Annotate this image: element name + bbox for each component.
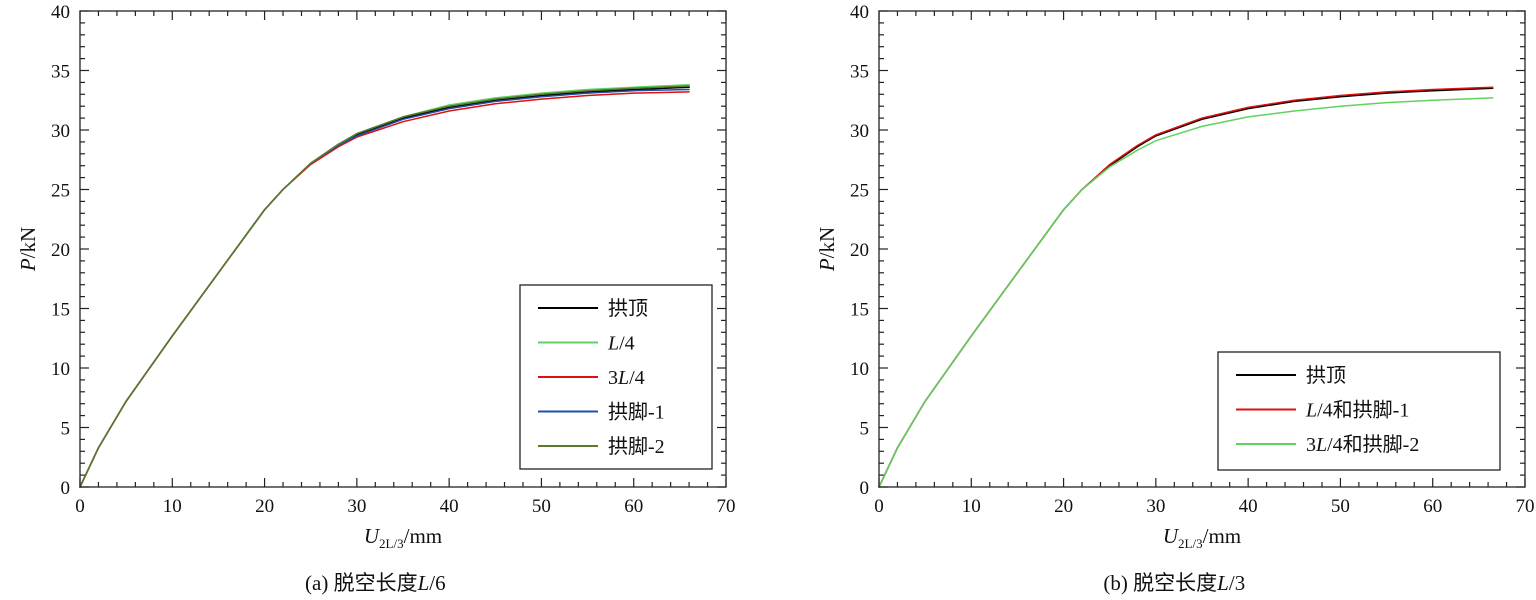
x-tick-label: 50 <box>532 496 551 517</box>
x-tick-label: 20 <box>1054 496 1073 517</box>
legend-label: 拱顶 <box>608 297 648 320</box>
x-tick-label: 10 <box>962 496 981 517</box>
x-tick-label: 60 <box>1423 496 1442 517</box>
y-tick-label: 25 <box>51 181 70 202</box>
y-axis-label: P/kN <box>815 227 839 272</box>
x-tick-label: 40 <box>1239 496 1258 517</box>
chart-panel-a: 0 10 20 30 40 50 60 70 0 5 10 15 20 25 30 35 40 U2L/3/mm P… <box>16 2 736 595</box>
legend-label: 3L/4 <box>608 367 645 389</box>
y-tick-label: 25 <box>850 181 869 202</box>
y-tick-label: 0 <box>860 478 870 499</box>
legend-label: L/4 <box>607 333 635 355</box>
y-tick-label: 5 <box>860 419 870 440</box>
y-tick-label: 10 <box>51 359 70 380</box>
y-tick-label: 0 <box>61 478 71 499</box>
legend-label: L/4和拱脚-1 <box>1305 399 1409 422</box>
plot-frame <box>878 10 1526 488</box>
plot-frame <box>79 10 727 488</box>
chart-panel-b: 0 10 20 30 40 50 60 70 0 5 10 15 20 25 30 35 40 U2L/3/mm P… <box>815 2 1535 595</box>
x-tick-label: 60 <box>624 496 643 517</box>
legend-label: 拱脚-2 <box>608 435 665 458</box>
x-axis-label: U2L/3/mm <box>364 524 442 551</box>
panel-caption: (b) 脱空长度L/3 <box>1103 571 1245 595</box>
x-tick-label: 40 <box>440 496 459 517</box>
panel-caption: (a) 脱空长度L/6 <box>305 571 446 595</box>
y-tick-label: 30 <box>850 121 869 142</box>
y-tick-label: 30 <box>51 121 70 142</box>
legend: 拱顶 L/4和拱脚-1 3L/4和拱脚-2 <box>1217 351 1501 471</box>
legend-label: 拱脚-1 <box>608 401 665 424</box>
series-line <box>878 97 1494 488</box>
legend-label: 3L/4和拱脚-2 <box>1306 433 1419 456</box>
y-tick-label: 35 <box>850 62 869 83</box>
x-tick-label: 30 <box>1146 496 1165 517</box>
y-tick-label: 35 <box>51 62 70 83</box>
x-tick-label: 70 <box>717 496 736 517</box>
series-line <box>79 85 690 488</box>
y-tick-label: 10 <box>850 359 869 380</box>
x-tick-label: 20 <box>255 496 274 517</box>
y-tick-label: 40 <box>51 2 70 23</box>
y-tick-label: 15 <box>51 300 70 321</box>
legend: 拱顶 L/4 3L/4 拱脚-1 拱脚-2 <box>519 284 713 470</box>
x-tick-label: 30 <box>347 496 366 517</box>
y-tick-label: 40 <box>850 2 869 23</box>
y-tick-label: 20 <box>51 240 70 261</box>
legend-label: 拱顶 <box>1306 364 1346 387</box>
x-tick-label: 0 <box>874 496 884 517</box>
x-tick-label: 70 <box>1516 496 1535 517</box>
y-tick-label: 20 <box>850 240 869 261</box>
x-tick-label: 10 <box>163 496 182 517</box>
y-axis-label: P/kN <box>16 227 40 272</box>
legend-box <box>1217 351 1501 471</box>
y-tick-label: 5 <box>61 419 71 440</box>
x-tick-label: 0 <box>75 496 85 517</box>
x-tick-label: 50 <box>1331 496 1350 517</box>
x-axis-label: U2L/3/mm <box>1163 524 1241 551</box>
y-tick-label: 15 <box>850 300 869 321</box>
